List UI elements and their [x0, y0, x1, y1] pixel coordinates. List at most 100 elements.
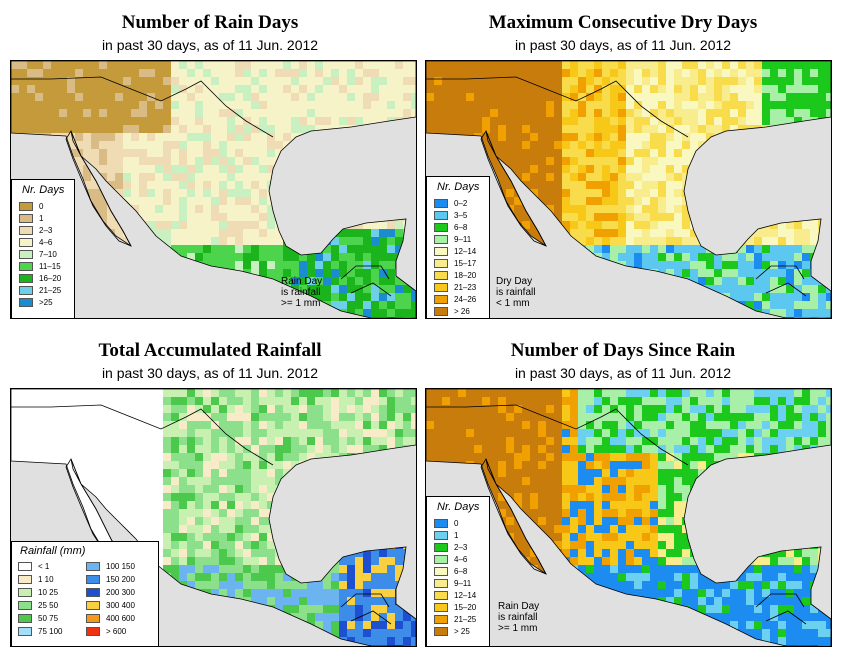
legend-swatch	[86, 562, 100, 571]
legend-label: 400 600	[106, 614, 135, 623]
legend-swatch	[19, 298, 33, 307]
legend-label: 100 150	[106, 562, 135, 571]
dry-days-map: Nr. Days 0–2 3–5 6–8 9–11 12–14 15–17 18–20 21–…	[425, 60, 832, 319]
legend-swatch	[434, 531, 448, 540]
legend-title: Nr. Days	[437, 181, 480, 193]
panel-3-subtitle: in past 30 days, as of 11 Jun. 2012	[101, 365, 319, 381]
legend-label: 21–23	[454, 283, 477, 292]
legend-swatch	[434, 247, 448, 256]
legend-label: >25	[39, 298, 53, 307]
dry-day-note: Dry Day is rainfall < 1 mm	[496, 276, 536, 309]
legend-label: 9–11	[454, 235, 472, 244]
legend-swatch	[19, 250, 33, 259]
days-since-rain-legend: Nr. Days 0 1 2–3 4–6 6–8 9–11 12–14 15–20 21–25 >…	[426, 496, 490, 646]
legend-label: 200 300	[106, 588, 135, 597]
legend-label: 2–3	[454, 543, 468, 552]
legend-swatch	[434, 591, 448, 600]
legend-label: 16–20	[39, 274, 62, 283]
dry-days-legend: Nr. Days 0–2 3–5 6–8 9–11 12–14 15–17 18–20 21–…	[426, 176, 490, 318]
legend-swatch	[18, 588, 32, 597]
legend-swatch	[86, 601, 100, 610]
legend-swatch	[19, 202, 33, 211]
legend-label: 300 400	[106, 601, 135, 610]
legend-swatch	[18, 614, 32, 623]
legend-label: 10 25	[38, 588, 59, 597]
legend-title: Nr. Days	[22, 184, 65, 196]
legend-label: 12–14	[454, 247, 477, 256]
panel-2-subtitle: in past 30 days, as of 11 Jun. 2012	[514, 37, 732, 53]
legend-swatch	[434, 615, 448, 624]
legend-label: 2–3	[39, 226, 53, 235]
legend-swatch	[434, 307, 448, 316]
legend-swatch	[86, 627, 100, 636]
legend-label: 21–25	[39, 286, 62, 295]
legend-swatch	[19, 262, 33, 271]
legend-label: > 600	[106, 627, 127, 636]
legend-label: 50 75	[38, 614, 59, 623]
legend-swatch	[18, 575, 32, 584]
legend-swatch	[18, 562, 32, 571]
days-since-rain-map: Nr. Days 0 1 2–3 4–6 6–8 9–11 12–14 15–20 21–25 >…	[425, 388, 832, 647]
legend-label: 6–8	[454, 567, 468, 576]
legend-label: 6–8	[454, 223, 468, 232]
legend-label: 24–26	[454, 295, 477, 304]
panel-3-title: Total Accumulated Rainfall	[98, 340, 322, 361]
legend-swatch	[434, 295, 448, 304]
legend-label: 7–10	[39, 250, 57, 259]
legend-swatch	[434, 543, 448, 552]
legend-swatch	[434, 271, 448, 280]
legend-label: > 26	[454, 307, 470, 316]
rainfall-map: Rainfall (mm) < 1 1 10 10 25 25 50 50 75 75 1…	[10, 388, 417, 647]
legend-swatch	[434, 235, 448, 244]
legend-swatch	[434, 259, 448, 268]
legend-label: 11–15	[39, 262, 61, 271]
legend-swatch	[434, 567, 448, 576]
rainfall-legend: Rainfall (mm) < 1 1 10 10 25 25 50 50 75 75 1…	[11, 541, 159, 646]
legend-swatch	[86, 588, 100, 597]
legend-label: 4–6	[39, 238, 53, 247]
legend-swatch	[86, 575, 100, 584]
legend-swatch	[434, 627, 448, 636]
legend-label: 0	[39, 202, 44, 211]
panel-1-title: Number of Rain Days	[121, 12, 299, 33]
legend-swatch	[434, 211, 448, 220]
panel-4-subtitle: in past 30 days, as of 11 Jun. 2012	[514, 365, 732, 381]
legend-label: 0	[454, 519, 459, 528]
legend-label: 150 200	[106, 575, 135, 584]
legend-title: Nr. Days	[437, 501, 480, 513]
legend-label: 1	[454, 531, 459, 540]
legend-swatch	[434, 579, 448, 588]
legend-swatch	[19, 226, 33, 235]
legend-swatch	[434, 603, 448, 612]
legend-swatch	[19, 274, 33, 283]
panel-4-title: Number of Days Since Rain	[510, 340, 736, 361]
legend-swatch	[434, 199, 448, 208]
legend-label: 15–17	[454, 259, 477, 268]
legend-label: 3–5	[454, 211, 468, 220]
legend-swatch	[434, 555, 448, 564]
legend-label: 15–20	[454, 603, 477, 612]
legend-swatch	[18, 627, 32, 636]
legend-swatch	[86, 614, 100, 623]
rain-days-map: Nr. Days 0 1 2–3 4–6 7–10 11–15 16–20 21–25 >25 …	[10, 60, 417, 319]
legend-swatch	[19, 286, 33, 295]
legend-swatch	[434, 519, 448, 528]
rain-day-note: Rain Day is rainfall >= 1 mm	[281, 276, 323, 309]
legend-swatch	[18, 601, 32, 610]
rain-days-legend: Nr. Days 0 1 2–3 4–6 7–10 11–15 16–20 21–25 >25	[11, 179, 75, 318]
rain-day-note: Rain Day is rainfall >= 1 mm	[498, 601, 540, 634]
legend-title: Rainfall (mm)	[20, 545, 86, 557]
legend-label: 18–20	[454, 271, 477, 280]
panel-1-subtitle: in past 30 days, as of 11 Jun. 2012	[101, 37, 319, 53]
legend-swatch	[19, 214, 33, 223]
legend-swatch	[434, 223, 448, 232]
legend-swatch	[434, 283, 448, 292]
legend-label: 21–25	[454, 615, 477, 624]
legend-label: < 1	[38, 562, 50, 571]
legend-label: 4–6	[454, 555, 468, 564]
legend-label: 1	[39, 214, 44, 223]
legend-swatch	[19, 238, 33, 247]
legend-label: 1 10	[38, 575, 54, 584]
legend-label: 0–2	[454, 199, 468, 208]
legend-label: 9–11	[454, 579, 472, 588]
